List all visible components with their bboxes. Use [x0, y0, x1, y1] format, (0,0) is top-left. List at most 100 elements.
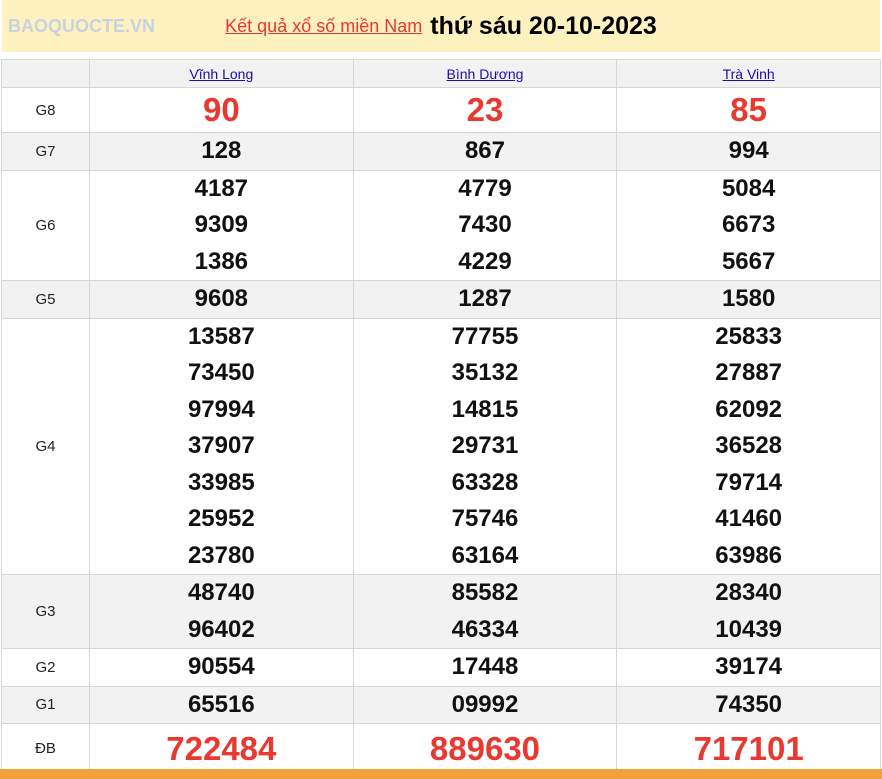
- prize-number: 63328: [451, 468, 519, 496]
- prize-row: ĐB 722484 889630 717101: [1, 723, 881, 774]
- prize-number: 85: [730, 91, 768, 128]
- prize-number: 79714: [715, 468, 783, 496]
- results-table: Vĩnh Long Bình Dương Trà Vinh G8 90 23 85 G7…: [1, 59, 881, 774]
- prize-cell: 9608: [89, 280, 354, 319]
- prize-cell: 17448: [352, 648, 618, 687]
- prize-number: 37907: [187, 432, 255, 459]
- prize-number: 23780: [187, 541, 255, 569]
- prize-cell: 722484: [89, 723, 354, 774]
- prize-number: 717101: [693, 730, 804, 767]
- prize-number: 14815: [451, 395, 519, 423]
- prize-row: G1 65516 09992 74350: [1, 685, 881, 724]
- prize-cell: 85582 46334: [352, 574, 618, 649]
- prize-number: 10439: [715, 615, 783, 643]
- prize-cell: 90554: [89, 648, 354, 687]
- prize-label: G4: [1, 317, 90, 575]
- prize-number: 5084: [721, 174, 776, 202]
- province-link[interactable]: Vĩnh Long: [189, 65, 254, 82]
- prize-label: G1: [1, 685, 90, 724]
- province-header: Bình Dương: [352, 59, 618, 88]
- prize-number: 994: [728, 137, 769, 164]
- prize-number: 75746: [451, 505, 519, 532]
- prize-number: 1386: [194, 247, 249, 275]
- prize-label: ĐB: [1, 723, 90, 774]
- prize-label: G7: [1, 132, 90, 171]
- prize-number: 85582: [451, 579, 519, 606]
- prize-number: 1287: [458, 285, 512, 312]
- prize-row: G3 48740 96402 85582 46334 28340 10439: [1, 574, 881, 649]
- province-header: Vĩnh Long: [89, 59, 354, 88]
- prize-number: 97994: [187, 395, 255, 423]
- results-link[interactable]: Kết quả xổ số miền Nam: [225, 15, 423, 36]
- header-row: Vĩnh Long Bình Dương Trà Vinh: [1, 59, 881, 88]
- prize-label: G8: [1, 87, 90, 133]
- province-link[interactable]: Bình Dương: [446, 65, 524, 82]
- prize-number: 13587: [187, 322, 255, 350]
- prize-cell: 128: [89, 132, 354, 171]
- results-body: G8 90 23 85 G7 128 867 994 G6 4187 9309 1386 4779 743…: [1, 87, 881, 774]
- prize-number: 25833: [715, 322, 783, 350]
- prize-cell: 65516: [89, 685, 354, 724]
- prize-number: 46334: [451, 615, 519, 643]
- prize-number: 4187: [194, 174, 249, 202]
- draw-date: thứ sáu 20-10-2023: [430, 11, 657, 40]
- prize-cell: 1580: [616, 280, 881, 319]
- prize-number: 73450: [187, 359, 255, 386]
- prize-label: G6: [1, 169, 90, 281]
- prize-cell: 77755 35132 14815 29731 63328 75746 63164: [352, 317, 618, 575]
- prize-label: G3: [1, 574, 90, 649]
- prize-cell: 23: [352, 87, 618, 133]
- prize-number: 1580: [721, 285, 776, 312]
- prize-number: 74350: [715, 690, 783, 718]
- prize-number: 48740: [187, 579, 255, 606]
- province-header: Trà Vinh: [616, 59, 881, 88]
- prize-number: 867: [464, 137, 505, 164]
- prize-number: 7430: [458, 211, 512, 238]
- prize-cell: 867: [352, 132, 618, 171]
- province-link[interactable]: Trà Vinh: [722, 65, 775, 82]
- prize-number: 29731: [451, 432, 519, 459]
- prize-cell: 74350: [616, 685, 881, 724]
- prize-cell: 90: [89, 87, 354, 133]
- prize-cell: 1287: [352, 280, 618, 319]
- prize-cell: 39174: [616, 648, 881, 687]
- prize-number: 33985: [187, 468, 255, 496]
- prize-cell: 994: [616, 132, 881, 171]
- footer-bar: [0, 769, 882, 779]
- prize-number: 63986: [715, 541, 783, 569]
- prize-label: G5: [1, 280, 90, 319]
- prize-number: 09992: [451, 690, 519, 718]
- prize-number: 17448: [451, 653, 519, 680]
- prize-cell: 09992: [352, 685, 618, 724]
- prize-number: 41460: [715, 505, 783, 532]
- prize-number: 90: [202, 91, 240, 128]
- prize-cell: 48740 96402: [89, 574, 354, 649]
- prize-number: 6673: [721, 211, 776, 238]
- prize-number: 5667: [721, 247, 776, 275]
- prize-number: 9608: [194, 285, 249, 312]
- prize-row: G2 90554 17448 39174: [1, 648, 881, 687]
- prize-row: G7 128 867 994: [1, 132, 881, 171]
- prize-number: 63164: [451, 541, 519, 569]
- prize-number: 96402: [187, 615, 255, 643]
- prize-cell: 4187 9309 1386: [89, 169, 354, 281]
- prize-cell: 25833 27887 62092 36528 79714 41460 63986: [616, 317, 881, 575]
- prize-number: 128: [201, 137, 242, 164]
- page-title: Kết quả xổ số miền Nam thứ sáu 20-10-202…: [2, 0, 880, 52]
- prize-number: 23: [466, 91, 504, 128]
- prize-cell: 5084 6673 5667: [616, 169, 881, 281]
- prize-number: 4779: [458, 174, 512, 202]
- prize-number: 62092: [715, 395, 783, 423]
- prize-row: G5 9608 1287 1580: [1, 280, 881, 319]
- prize-number: 36528: [715, 432, 783, 459]
- prize-cell: 28340 10439: [616, 574, 881, 649]
- prize-label: G2: [1, 648, 90, 687]
- prize-cell: 889630: [352, 723, 618, 774]
- prize-cell: 13587 73450 97994 37907 33985 25952 23780: [89, 317, 354, 575]
- prize-cell: 717101: [616, 723, 881, 774]
- prize-number: 35132: [451, 359, 519, 386]
- prize-row: G6 4187 9309 1386 4779 7430 4229 5084 6673 5667: [1, 169, 881, 281]
- prize-cell: 85: [616, 87, 881, 133]
- prize-number: 722484: [166, 730, 277, 767]
- prize-row: G8 90 23 85: [1, 87, 881, 133]
